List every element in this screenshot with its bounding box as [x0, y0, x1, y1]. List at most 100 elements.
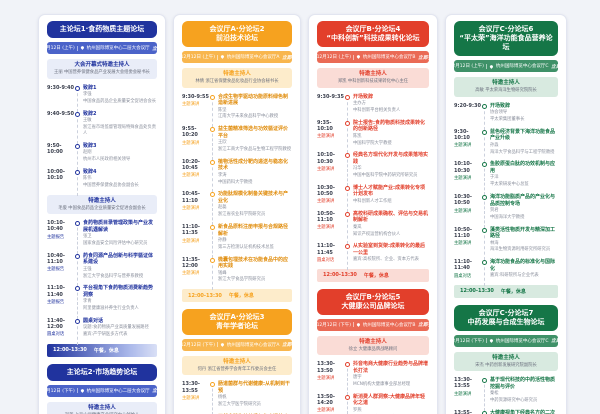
- session-info-bar: 12月12日 (下午) 杭州国际博览中心会议厅C立即报名: [454, 334, 558, 347]
- item-content: 食药物质目录管理政策与产业发展机遇解读 张卫 国家食品安全风险评估中心研究员: [83, 220, 157, 247]
- item-tag: 主题演讲: [454, 241, 472, 247]
- item-time-cell: 10:50-11:10 主题演讲: [317, 211, 344, 238]
- speaker-line: 陈坚: [218, 107, 227, 113]
- register-badge[interactable]: 立即报名: [152, 46, 157, 52]
- session-info-bar: 12月12日 (上午) 杭州国际博览中心会议厅A立即报名: [182, 51, 292, 64]
- item-time-cell: 10:00-10:10: [47, 169, 74, 189]
- moderator-name: 高敏 平太荣海洋生物研究院院长: [475, 88, 537, 94]
- item-tag: 主题演讲: [182, 395, 200, 401]
- session-title-line: 主论坛2·市场趋势论坛: [66, 367, 138, 376]
- item-title: 圆桌对话: [83, 317, 104, 324]
- item-title: 藻类活性物质开发与精深加工路径: [490, 226, 556, 240]
- divider: [217, 342, 219, 348]
- item-content: 致辞1 李强 中国食品药品企业质量安全促进会会长: [83, 85, 157, 105]
- item-time: 9:50-10:00: [47, 142, 63, 155]
- item-title: 致辞4: [83, 168, 97, 175]
- item-time: 10:10-10:40: [47, 220, 65, 233]
- schedule-item: 11:10-11:40 主题报告 平台视角下食药物质消费新趋势洞察 李青 阿里健康滋补养…: [47, 285, 157, 319]
- session-venue: 杭州国际博览中心会议厅B: [362, 55, 416, 61]
- moderator-label: 大会开幕式特邀主持人: [74, 62, 130, 69]
- session-header: 主论坛2·市场趋势论坛: [47, 363, 157, 381]
- speaker-line: 秦岚: [353, 224, 362, 230]
- session-venue: 杭州国际博览中心二层大会议厅: [86, 388, 150, 394]
- register-badge[interactable]: 立即报名: [550, 339, 558, 345]
- register-badge[interactable]: 立即报名: [281, 343, 292, 349]
- item-title: 平台视角下食药物质消费新趋势洞察: [83, 285, 154, 298]
- register-badge[interactable]: 立即报名: [417, 55, 429, 61]
- break-bar: 12:00-13:30 午餐，休息: [454, 285, 558, 298]
- timeline-marker: [74, 111, 83, 144]
- item-time-cell: 10:40-11:10 主题报告: [47, 253, 74, 280]
- speaker-line: 议题:食药物质产业高质量发展路径: [83, 325, 149, 331]
- item-title: 致辞2: [83, 110, 97, 117]
- session-title-line: 会议厅A·分论坛3: [209, 312, 265, 321]
- speaker-line: 王敏: [83, 118, 92, 124]
- speaker-line: 浙江省市场监督管理局特殊食品处负责人: [83, 124, 157, 136]
- session-title-line: 中药发展与合成生物论坛: [467, 317, 545, 326]
- item-tag: 主题演讲: [182, 140, 200, 146]
- item-time: 13:30-13:55: [182, 381, 200, 394]
- schedule-item: 11:35-12:00 主题演讲 微囊包埋技术在功能食品中的应用实践 钱峰 浙江大学食品…: [182, 257, 292, 290]
- item-content: 抖音电商大健康行业趋势与品牌增长打法 唐宇 MCN机构大健康事业部总经理: [353, 361, 429, 388]
- register-badge[interactable]: 立即报名: [550, 64, 558, 70]
- session-header: 主论坛1·食药物质主题论坛: [47, 21, 157, 39]
- item-time-cell: 9:40-9:50: [47, 111, 74, 137]
- location-pin-icon: [356, 54, 362, 60]
- speaker-line: 平太荣研发中心总监: [490, 182, 529, 188]
- register-badge[interactable]: 立即报名: [281, 55, 292, 61]
- item-title: 致辞3: [83, 142, 97, 149]
- item-time: 9:30-9:35: [317, 93, 344, 100]
- speaker-line: 中国中医科学院中药研究所研究员: [353, 173, 418, 179]
- register-badge[interactable]: 立即报名: [152, 389, 157, 395]
- schedule-item: 10:30-10:50 主题演讲 海洋功能脂质产品的产业化与品质控制专场 贺君 中国海洋…: [454, 194, 558, 228]
- item-tag: 主题演讲: [317, 134, 335, 140]
- timeline-marker: [209, 159, 218, 192]
- timeline-marker: [481, 161, 490, 195]
- session-header: 会议厅C·分论坛6 “平太荣”海洋功能食品营养论坛: [454, 21, 558, 57]
- item-time: 11:10-11:40: [47, 285, 65, 298]
- item-time: 10:50-11:10: [317, 210, 335, 223]
- schedule-item: 10:00-10:10 致辞4 陈伟 中国营养保健食品协会副会长: [47, 168, 157, 196]
- timeline-marker: [74, 85, 83, 112]
- speaker-line: 平太荣集团董事长: [490, 117, 525, 123]
- item-tag: 主题演讲: [454, 208, 472, 214]
- item-time: 9:30-10:10: [454, 128, 470, 142]
- moderator-label: 特邀主持人: [492, 354, 520, 361]
- item-time: 11:40-12:00: [47, 317, 65, 331]
- moderator-band: 大会开幕式特邀主持人 王丽 中国营养保健食品产业发展大会组委会秘书长: [47, 59, 157, 79]
- item-tag: 主题演讲: [454, 143, 472, 149]
- schedule-item: 9:30-9:55 主题演讲 合成生物学驱动功能原料绿色制造新进展 陈坚 江南大学未来食…: [182, 94, 292, 127]
- item-content: 开场致辞 主办方 中科创新平台相关负责人: [353, 94, 429, 114]
- register-badge[interactable]: 立即报名: [417, 323, 429, 329]
- schedule-item: 10:10-10:30 主题演讲 鱼胶原蛋白肽的功效机制与应用 于洋 平太荣研发中心总监: [454, 161, 558, 195]
- item-time: 13:30-13:55: [454, 377, 472, 390]
- moderator-name: 林倩 浙江省保健食品化妆品行业协会秘书长: [195, 79, 279, 85]
- item-title: 海洋功能食品的标准化与国际化: [490, 259, 556, 272]
- moderator-band: 特邀主持人 徐立 大健康品牌战略顾问: [317, 335, 429, 356]
- item-title: 从实验室到货架:成果转化的最后一公里: [353, 243, 426, 256]
- session-date: 12月12日 (下午): [317, 322, 351, 328]
- item-title: 植物活性成分靶向递送与稳态化技术: [218, 158, 289, 172]
- schedule-item: 9:40-9:50 致辞2 王敏 浙江省市场监督管理局特殊食品处负责人: [47, 110, 157, 144]
- divider: [486, 338, 488, 344]
- session-date: 12月12日 (下午): [454, 338, 484, 344]
- session-info-bar: 12月12日 (下午) 杭州国际博览中心会议厅B立即报名: [317, 318, 429, 331]
- session-date: 12月12日 (下午): [47, 388, 75, 394]
- item-content: 海洋功能食品的标准化与国际化 嘉宾:科研院所与企业代表: [490, 259, 558, 279]
- divider: [353, 54, 355, 60]
- item-time-cell: 11:10-11:40 圆桌对话: [454, 259, 481, 279]
- schedule-list: 特邀主持人 郑凯 中科创新科技成果转化中心主任 9:30-9:35 开场致辞 主办方 中科…: [309, 68, 437, 282]
- schedule-item: 11:40-12:00 圆桌对话 圆桌对话 议题:食药物质产业高质量发展路径 嘉宾:产学…: [47, 317, 157, 346]
- schedule-list: 特邀主持人刘芳 上海山丽健康产业研究中心创始人13:30-13:50主题演讲行业…: [39, 401, 165, 414]
- item-title: 功能肽规模化制备关键技术与产业化: [218, 191, 289, 204]
- item-content: 微囊包埋技术在功能食品中的应用实践 钱峰 浙江大学食品学院研究员: [218, 257, 292, 284]
- moderator-name: 徐立 大健康品牌战略顾问: [348, 346, 398, 352]
- speaker-line: 冯华: [353, 166, 362, 172]
- speaker-line: 唐宇: [353, 375, 362, 381]
- speaker-line: 张卫: [83, 234, 92, 240]
- session-title-line: 会议厅C·分论坛7: [478, 308, 534, 317]
- item-tag: 主题演讲: [317, 166, 335, 172]
- speaker-line: 浙江工商大学食品与生物工程学院教授: [218, 147, 292, 153]
- item-content: 大健康视角下经典名方的二次开发(“中药+”实践)贾楠中药创新企业研发副总裁: [490, 410, 558, 414]
